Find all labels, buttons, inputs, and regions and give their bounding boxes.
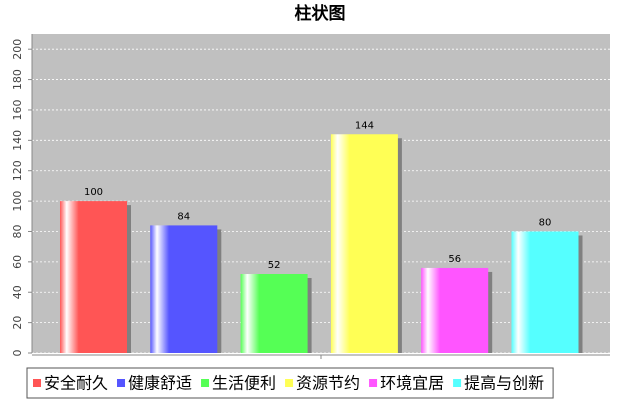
bar (330, 134, 398, 353)
bar (240, 274, 308, 353)
y-tick-label: 100 (11, 191, 24, 212)
legend-swatch (369, 379, 378, 387)
legend-swatch (33, 379, 41, 387)
chart-title: 柱状图 (295, 3, 346, 24)
y-tick-label: 40 (11, 285, 24, 299)
legend-swatch (453, 379, 462, 387)
bar (421, 267, 489, 353)
y-tick-label: 160 (11, 99, 24, 120)
bar (60, 201, 127, 353)
bar (511, 231, 579, 353)
value-label: 144 (355, 120, 374, 131)
legend-swatch (201, 379, 210, 387)
value-label: 80 (539, 217, 552, 228)
y-tick-label: 0 (11, 350, 24, 357)
value-label: 52 (268, 260, 281, 271)
y-tick-label: 180 (11, 69, 24, 90)
legend-label: 提高与创新 (464, 374, 544, 393)
value-label: 100 (84, 187, 103, 198)
legend-label: 生活便利 (212, 374, 276, 393)
value-label: 84 (177, 211, 190, 222)
y-tick-label: 140 (11, 130, 24, 151)
legend-label: 健康舒适 (128, 374, 192, 393)
y-tick-label: 60 (11, 255, 24, 269)
legend-label: 安全耐久 (44, 374, 108, 393)
legend-swatch (285, 379, 294, 387)
value-label: 56 (448, 254, 461, 265)
legend-label: 环境宜居 (380, 374, 444, 393)
y-tick-label: 20 (11, 316, 24, 330)
legend-label: 资源节约 (296, 374, 360, 393)
bar (150, 225, 218, 353)
y-tick-label: 80 (11, 224, 24, 238)
legend-swatch (117, 379, 126, 387)
y-tick-label: 120 (11, 160, 24, 181)
y-tick-label: 200 (11, 39, 24, 60)
